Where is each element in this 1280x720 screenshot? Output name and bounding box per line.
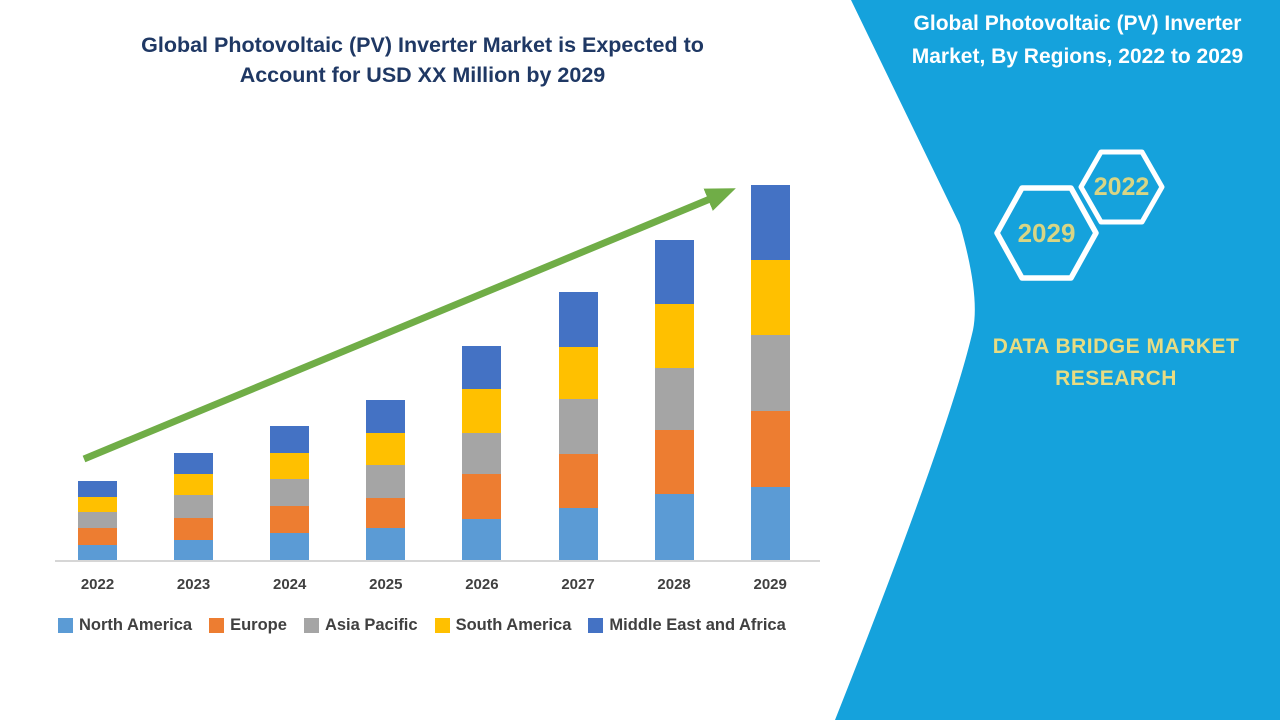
x-axis-label-2027: 2027 [561, 576, 595, 593]
hexagon-2029-outline [994, 185, 1099, 281]
legend-swatch-south-america [434, 618, 450, 633]
legend-label-middle-east-and-africa: Middle East and Africa [609, 616, 786, 634]
bar-segment-2024-europe [270, 506, 310, 533]
brand-name-line2: RESEARCH [1055, 367, 1177, 390]
hexagon-year-2029: 2029 [1017, 218, 1076, 248]
bar-segment-2029-north-america [750, 487, 790, 560]
bar-segment-2024-north-america [270, 533, 310, 560]
legend-item-south-america: South America [434, 616, 572, 635]
bar-segment-2026-north-america [462, 519, 502, 560]
bar-segment-2025-europe [366, 498, 406, 528]
brand-name-line1: DATA BRIDGE MARKET [992, 335, 1240, 358]
legend-item-europe: Europe [209, 616, 287, 635]
bar-segment-2027-asia-pacific [558, 399, 598, 454]
bar-segment-2026-south-america [462, 389, 502, 433]
legend-swatch-north-america [58, 618, 73, 633]
bar-segment-2024-asia-pacific [270, 479, 310, 506]
bar-segment-2027-south-america [558, 347, 598, 399]
bar-segment-2029-south-america [750, 260, 790, 335]
x-axis-label-2023: 2023 [176, 576, 211, 593]
x-axis-label-2024: 2024 [273, 576, 307, 593]
bar-segment-2028-middle-east-and-africa [654, 240, 694, 304]
bar-segment-2025-middle-east-and-africa [366, 400, 406, 433]
bar-segment-2022-asia-pacific [78, 512, 117, 528]
x-axis-label-2028: 2028 [657, 576, 691, 593]
x-axis-label-2025: 2025 [369, 576, 403, 593]
x-axis-label-2029: 2029 [753, 576, 787, 593]
bar-segment-2023-europe [174, 518, 214, 540]
bar-segment-2029-middle-east-and-africa [750, 185, 790, 260]
bar-segment-2027-north-america [558, 508, 598, 560]
legend-label-asia-pacific: Asia Pacific [324, 616, 418, 634]
legend-swatch-asia-pacific [303, 618, 319, 633]
bar-segment-2028-south-america [654, 304, 694, 368]
bar-segment-2026-middle-east-and-africa [462, 346, 502, 389]
bar-segment-2028-north-america [654, 494, 694, 560]
x-axis-label-2022: 2022 [80, 576, 115, 593]
bar-segment-2026-europe [462, 474, 502, 519]
hexagon-2022-outline [1078, 149, 1165, 225]
bar-segment-2022-middle-east-and-africa [78, 481, 117, 497]
bar-segment-2025-asia-pacific [366, 465, 406, 498]
chart-title-line1: Global Photovoltaic (PV) Inverter Market… [141, 33, 704, 57]
brand-name: DATA BRIDGE MARKET RESEARCH [960, 331, 1272, 395]
sidebar-title: Global Photovoltaic (PV) Inverter Market… [880, 7, 1275, 73]
bar-segment-2022-south-america [78, 497, 117, 512]
bar-segment-2022-north-america [78, 545, 117, 560]
chart-plot [55, 175, 820, 560]
sidebar-title-line2: Market, By Regions, 2022 to 2029 [911, 45, 1244, 68]
bar-segment-2028-europe [654, 430, 694, 494]
sidebar-title-line1: Global Photovoltaic (PV) Inverter [913, 12, 1242, 35]
chart-legend: North America Europe Asia Pacific South Ame… [58, 616, 786, 635]
bar-segment-2027-europe [558, 454, 598, 508]
bar-segment-2023-north-america [174, 540, 214, 560]
bar-segment-2023-middle-east-and-africa [174, 453, 214, 474]
x-axis-labels: 2022 2023 2024 2025 2026 2027 2028 2029 [55, 576, 820, 598]
bar-segment-2023-south-america [174, 474, 214, 495]
legend-swatch-europe [209, 618, 225, 633]
bar-segment-2023-asia-pacific [174, 495, 214, 518]
bar-segment-2024-south-america [270, 453, 310, 479]
legend-swatch-middle-east-and-africa [588, 618, 604, 633]
bar-segment-2027-middle-east-and-africa [558, 292, 598, 347]
x-axis-line [55, 560, 820, 562]
bar-segment-2029-europe [750, 411, 790, 487]
bar-segment-2022-europe [78, 528, 117, 545]
legend-item-asia-pacific: Asia Pacific [303, 616, 418, 635]
legend-item-middle-east-and-africa: Middle East and Africa [588, 616, 786, 635]
chart-title-line2: Account for USD XX Million by 2029 [239, 63, 606, 87]
bar-segment-2028-asia-pacific [654, 368, 694, 430]
bar-segment-2026-asia-pacific [462, 433, 502, 474]
x-axis-label-2026: 2026 [465, 576, 499, 593]
bar-segment-2025-south-america [366, 433, 406, 465]
legend-label-europe: Europe [230, 616, 287, 634]
legend-label-north-america: North America [79, 616, 193, 634]
chart-title: Global Photovoltaic (PV) Inverter Market… [0, 30, 845, 90]
bar-segment-2024-middle-east-and-africa [270, 426, 310, 453]
hexagon-year-2022: 2022 [1093, 173, 1150, 201]
sidebar-shape [835, 0, 1280, 720]
bar-segment-2025-north-america [366, 528, 406, 560]
bar-segment-2029-asia-pacific [750, 335, 790, 411]
legend-label-south-america: South America [455, 616, 572, 634]
legend-item-north-america: North America [58, 616, 192, 635]
